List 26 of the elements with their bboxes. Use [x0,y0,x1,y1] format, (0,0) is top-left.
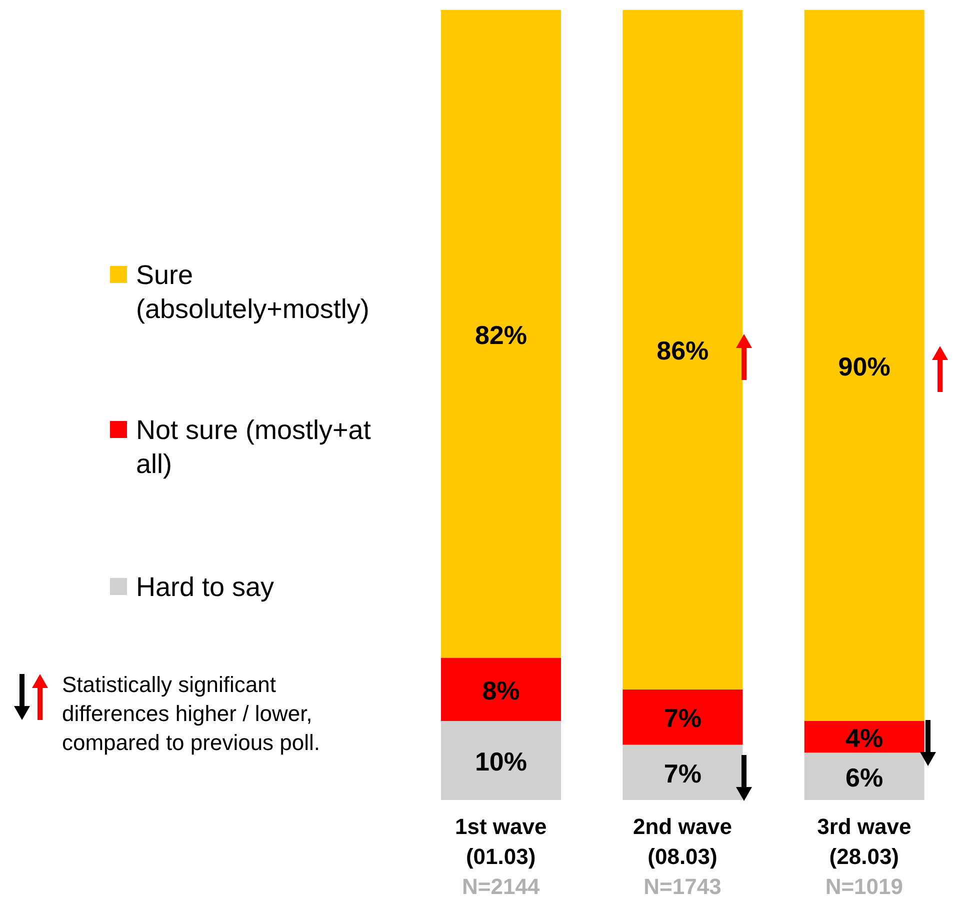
x-tick-label: 1st wave (01.03) [454,814,547,869]
text: N=1019 [825,874,904,898]
bar [441,10,561,658]
x-tick-label: 3rd wave (28.03) [817,814,912,869]
data-label: 8% [482,675,520,706]
legend-label: Sure (absolutely+mostly) [136,259,370,326]
legend-label: Hard to say [136,571,276,604]
data-label: 7% [664,703,702,734]
bar [804,10,924,721]
bar [804,752,924,800]
data-label: 82% [474,320,528,350]
text: N=2144 [462,874,540,898]
legend-label: Not sure (mostly+at all) [136,414,372,481]
data-label: 6% [846,762,884,792]
bar [441,658,561,721]
x-tick-label: 2nd wave (08.03) [632,814,732,869]
data-label: 86% [656,336,709,366]
data-label: 7% [664,758,702,788]
text: Statistically significant differences higher / lower, compared to previous poll. [62,671,322,757]
text: N=1743 [644,874,722,898]
bar [622,689,743,745]
data-label: 4% [846,722,884,753]
bar [441,721,561,800]
data-label: 90% [838,352,890,382]
data-label: 10% [474,746,528,776]
bar [622,10,743,690]
